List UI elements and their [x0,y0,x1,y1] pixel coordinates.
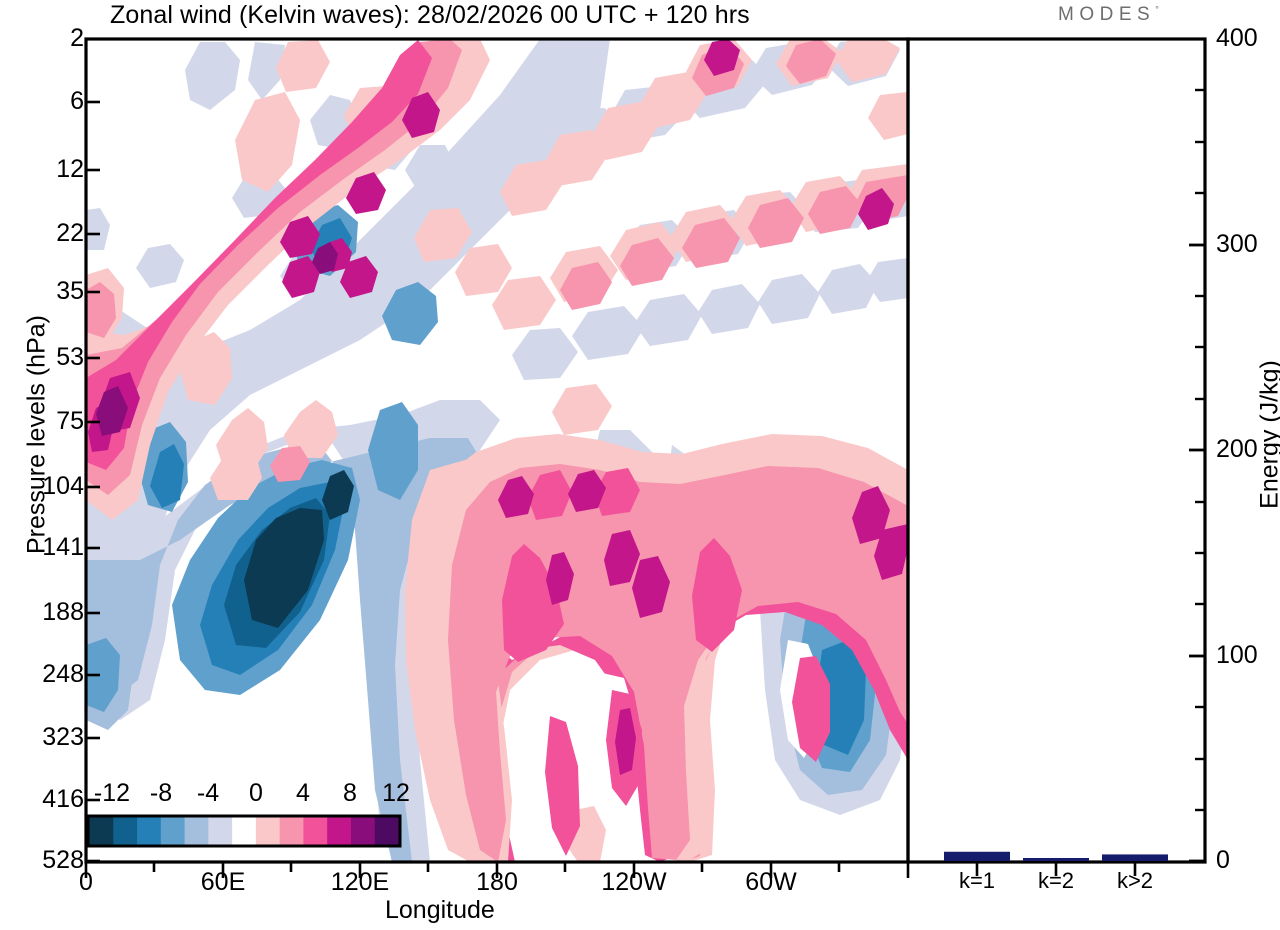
colorbar-tick-label: -12 [93,779,131,807]
colorbar-tick-label: -8 [149,779,173,807]
colorbar-swatch [113,817,138,845]
energy-bar [944,851,1010,861]
ytick-label: 141 [42,533,84,561]
colorbar-swatch [327,817,352,845]
y-axis-title: Pressure levels (hPa) [22,315,51,554]
colorbar-tick-label: 4 [296,779,310,807]
energy-ytick-label: 0 [1216,846,1230,874]
ytick-label: 323 [42,723,84,751]
x-axis-title: Longitude [385,896,495,924]
colorbar-swatch [303,817,328,845]
xtick-label: 180 [476,868,518,896]
xtick-label: 60W [745,868,797,896]
colorbar-swatch [255,817,281,845]
colorbar-swatch [89,817,114,845]
ytick-label: 6 [70,87,84,115]
ytick-label: 528 [42,846,84,874]
energy-ytick-label: 100 [1216,641,1258,669]
energy-ytick-label: 300 [1216,230,1258,258]
ytick-label: 12 [56,155,84,183]
colorbar-swatch [184,817,209,845]
ytick-label: 75 [56,407,84,435]
ytick-label: 35 [56,277,84,305]
colorbar-swatch [279,817,305,845]
contour-shapes [86,39,908,862]
ytick-label: 188 [42,598,84,626]
xtick-label: 60E [200,868,246,896]
energy-bar [1102,854,1168,861]
colorbar-swatch [137,817,162,845]
ytick-label: 2 [70,24,84,52]
colorbar-swatch [208,817,233,845]
colorbar-tick-label: 0 [249,779,263,807]
xtick-label: 120W [601,868,667,896]
energy-ytick-label: 200 [1216,435,1258,463]
modes-logo: MODES° [1058,4,1159,26]
page-title: Zonal wind (Kelvin waves): 28/02/2026 00… [110,1,750,29]
colorbar-tick-label: 8 [343,779,357,807]
energy-bar [1023,858,1089,861]
ytick-label: 22 [56,219,84,247]
ytick-label: 104 [42,472,84,500]
colorbar-swatch [374,817,400,845]
energy-xtick-label: k=1 [958,868,996,893]
energy-xtick-label: k>2 [1116,868,1154,893]
xtick-label: 120E [330,868,390,896]
colorbar-swatch [160,817,186,845]
modes-logo-text: MODES [1058,4,1156,25]
xtick-label: 0 [79,868,93,896]
ytick-label: 416 [42,785,84,813]
colorbar-swatch [350,817,376,845]
energy-xtick-label: k=2 [1037,868,1075,893]
colorbar-swatch [232,817,257,845]
modes-logo-mark: ° [1155,4,1159,15]
energy-ytick-label: 400 [1216,24,1258,52]
energy-y-axis-title: Energy (J/kg) [1255,360,1280,509]
colorbar-tick-label: 12 [382,779,410,807]
colorbar-tick-label: -4 [196,779,220,807]
ytick-label: 53 [56,343,84,371]
ytick-label: 248 [42,660,84,688]
